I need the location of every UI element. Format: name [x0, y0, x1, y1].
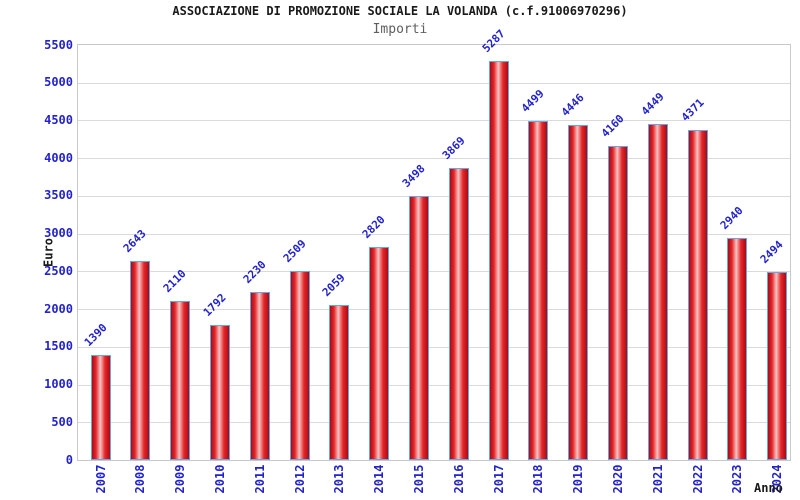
chart-subtitle: Importi — [372, 22, 428, 37]
x-tick-label: 2011 — [252, 464, 267, 494]
y-tick-label: 5500 — [44, 37, 73, 52]
bar-2015 — [408, 196, 429, 460]
gridline — [78, 384, 790, 386]
y-tick-label: 0 — [65, 452, 73, 467]
y-tick-label: 500 — [51, 414, 73, 429]
bar-2009 — [170, 300, 191, 460]
gridline — [78, 422, 790, 424]
plot-area-frame — [77, 44, 791, 461]
x-tick-label: 2018 — [531, 464, 546, 494]
bar-2010 — [209, 324, 230, 460]
gridline — [78, 271, 790, 273]
y-tick-label: 3500 — [44, 188, 73, 203]
gridline — [78, 309, 790, 311]
bar-2014 — [369, 247, 390, 460]
bar-2013 — [329, 304, 350, 460]
gridline — [78, 158, 790, 160]
bar-2024 — [767, 271, 788, 460]
x-tick-label: 2022 — [690, 464, 705, 494]
gridline — [78, 120, 790, 122]
x-tick-label: 2015 — [411, 464, 426, 494]
x-tick-label: 2019 — [571, 464, 586, 494]
gridline — [78, 233, 790, 235]
gridline — [78, 346, 790, 348]
bar-2021 — [647, 124, 668, 460]
y-tick-label: 5000 — [44, 75, 73, 90]
bar-2020 — [607, 146, 628, 460]
x-tick-label: 2021 — [650, 464, 665, 494]
x-tick-label: 2013 — [332, 464, 347, 494]
y-tick-label: 1500 — [44, 339, 73, 354]
x-tick-label: 2007 — [93, 464, 108, 494]
bar-2008 — [130, 260, 151, 460]
bar-2023 — [727, 238, 748, 460]
bar-2007 — [90, 355, 111, 460]
bar-2019 — [568, 124, 589, 460]
gridline — [78, 195, 790, 197]
bar-2016 — [448, 168, 469, 460]
bar-2018 — [528, 120, 549, 460]
y-tick-label: 1000 — [44, 377, 73, 392]
x-tick-label: 2012 — [292, 464, 307, 494]
x-tick-label: 2017 — [491, 464, 506, 494]
gridline — [78, 82, 790, 84]
x-tick-label: 2023 — [730, 464, 745, 494]
y-tick-label: 2500 — [44, 263, 73, 278]
x-tick-label: 2014 — [372, 464, 387, 494]
chart-title: ASSOCIAZIONE DI PROMOZIONE SOCIALE LA VO… — [172, 4, 628, 18]
x-tick-label: 2016 — [451, 464, 466, 494]
x-tick-label: 2009 — [173, 464, 188, 494]
bar-2017 — [488, 61, 509, 460]
y-tick-label: 4000 — [44, 150, 73, 165]
bar-2012 — [289, 270, 310, 460]
x-tick-label: 2008 — [133, 464, 148, 494]
bar-2011 — [249, 291, 270, 460]
y-tick-label: 3000 — [44, 226, 73, 241]
bar-2022 — [687, 130, 708, 460]
x-axis-title: Anno — [754, 481, 783, 495]
y-tick-label: 2000 — [44, 301, 73, 316]
y-tick-label: 4500 — [44, 112, 73, 127]
x-tick-label: 2010 — [212, 464, 227, 494]
x-tick-label: 2020 — [610, 464, 625, 494]
